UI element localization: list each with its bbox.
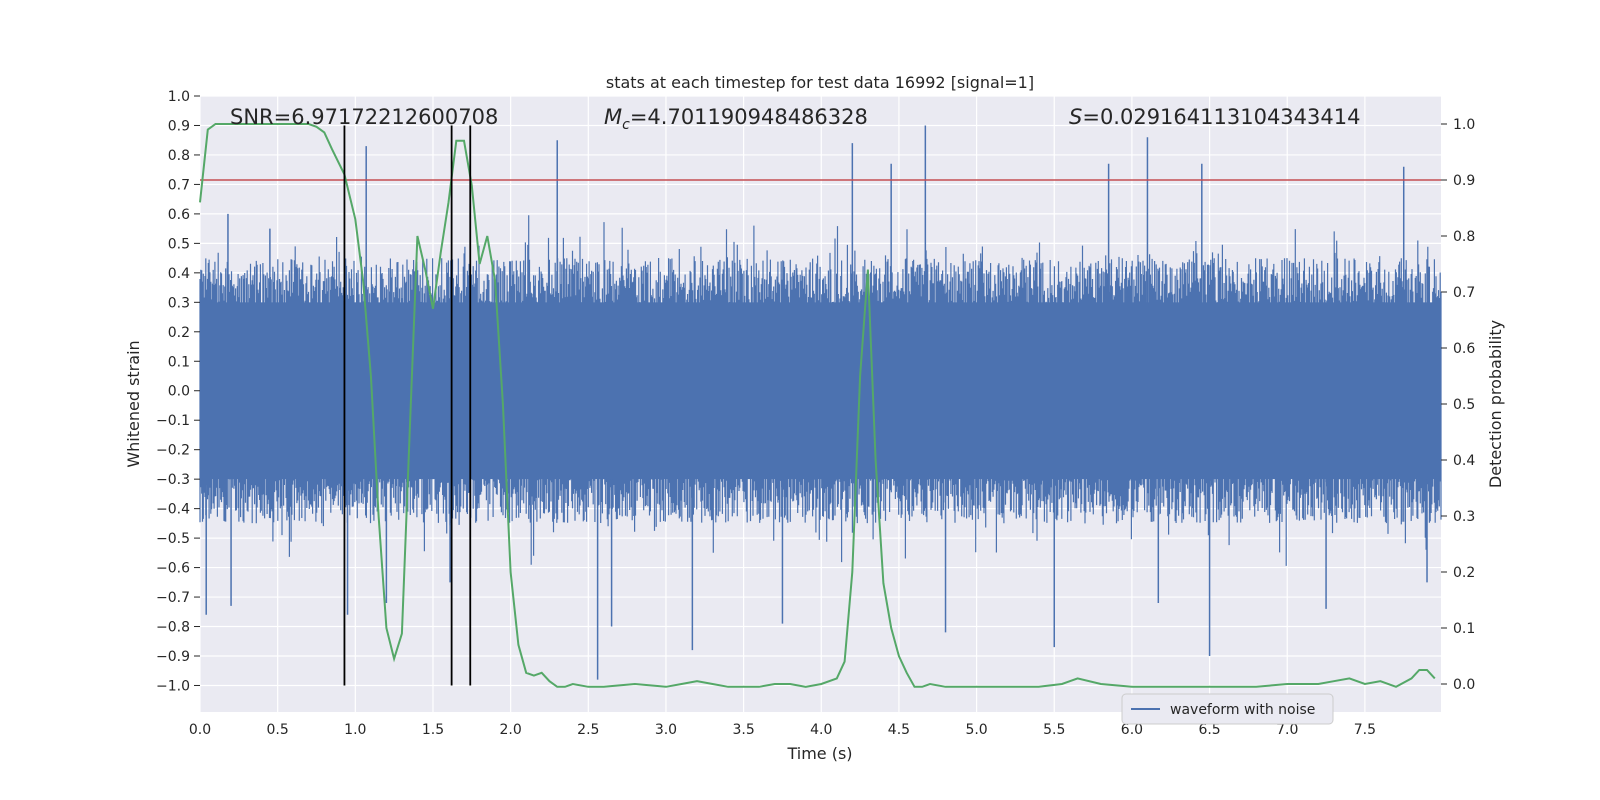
x-tick-label: 1.0 xyxy=(344,722,366,738)
chirp-mass-value: =4.701190948486328 xyxy=(630,105,868,129)
y-axis-left-ticks: 1.0 0.9 0.8 0.7 0.6 0.5 0.4 0.3 0.2 0.1 0.0 −0.1 −0.… xyxy=(156,89,200,694)
y-axis-left-title: Whitened strain xyxy=(124,340,143,467)
x-tick-label: 4.5 xyxy=(888,722,910,738)
legend-label-waveform: waveform with noise xyxy=(1170,702,1315,718)
x-tick-label: 7.0 xyxy=(1276,722,1298,738)
y-left-tick-label: −0.2 xyxy=(156,443,190,459)
x-tick-label: 4.0 xyxy=(810,722,832,738)
y-left-tick-label: 0.4 xyxy=(168,266,190,282)
x-tick-label: 5.5 xyxy=(1043,722,1065,738)
x-axis-title: Time (s) xyxy=(786,744,852,763)
snr-annotation: SNR=6.97172212600708 xyxy=(230,105,498,129)
y-left-tick-label: −0.6 xyxy=(156,561,190,577)
x-tick-label: 7.5 xyxy=(1354,722,1376,738)
x-tick-label: 6.0 xyxy=(1121,722,1143,738)
y-left-tick-label: 0.9 xyxy=(168,118,190,134)
y-left-tick-label: −0.8 xyxy=(156,620,190,636)
x-tick-label: 0.5 xyxy=(267,722,289,738)
s-annotation: S=0.029164113104343414 xyxy=(1069,105,1360,129)
x-axis-ticks: 0.0 0.5 1.0 1.5 2.0 2.5 3.0 3.5 4.0 4.5 5.0 5.5 6.0 6… xyxy=(189,722,1376,738)
y-left-tick-label: 0.1 xyxy=(168,354,190,370)
x-tick-label: 2.0 xyxy=(500,722,522,738)
y-right-tick-label: 0.0 xyxy=(1453,677,1475,693)
y-right-tick-label: 1.0 xyxy=(1453,117,1475,133)
x-tick-label: 3.0 xyxy=(655,722,677,738)
waveform-noise-band xyxy=(200,302,1441,480)
y-left-tick-label: −0.7 xyxy=(156,590,190,606)
y-left-tick-label: −0.1 xyxy=(156,413,190,429)
y-axis-right-title: Detection probability xyxy=(1486,320,1505,488)
y-axis-right-ticks: 1.0 0.9 0.8 0.7 0.6 0.5 0.4 0.3 0.2 0.1 0.0 xyxy=(1441,117,1475,693)
x-tick-label: 2.5 xyxy=(577,722,599,738)
y-right-tick-label: 0.2 xyxy=(1453,565,1475,581)
y-right-tick-label: 0.1 xyxy=(1453,621,1475,637)
chirp-mass-subscript: c xyxy=(622,117,630,133)
y-right-tick-label: 0.9 xyxy=(1453,173,1475,189)
y-left-tick-label: −0.9 xyxy=(156,649,190,665)
y-right-tick-label: 0.6 xyxy=(1453,341,1475,357)
x-tick-label: 6.5 xyxy=(1198,722,1220,738)
marker-lines xyxy=(343,125,472,686)
y-left-tick-label: 0.2 xyxy=(168,325,190,341)
waveform-series xyxy=(199,125,1442,680)
y-right-tick-label: 0.3 xyxy=(1453,509,1475,525)
chart-title: stats at each timestep for test data 169… xyxy=(606,73,1034,92)
legend-box xyxy=(1121,693,1334,725)
legend: waveform with noise xyxy=(1121,693,1334,725)
y-left-tick-label: −1.0 xyxy=(156,678,190,694)
y-left-tick-label: 0.3 xyxy=(168,295,190,311)
y-right-tick-label: 0.4 xyxy=(1453,453,1475,469)
y-left-tick-label: 0.6 xyxy=(168,207,190,223)
x-tick-label: 0.0 xyxy=(189,722,211,738)
y-right-tick-label: 0.8 xyxy=(1453,229,1475,245)
probability-series xyxy=(199,123,1436,688)
y-left-tick-label: −0.4 xyxy=(156,502,190,518)
detection-probability-line xyxy=(199,123,1436,688)
s-value: =0.029164113104343414 xyxy=(1082,105,1360,129)
x-tick-label: 1.5 xyxy=(422,722,444,738)
y-left-tick-label: 0.7 xyxy=(168,177,190,193)
chirp-mass-symbol: M xyxy=(604,105,622,129)
y-right-tick-label: 0.5 xyxy=(1453,397,1475,413)
x-tick-label: 5.0 xyxy=(965,722,987,738)
y-left-tick-label: 0.0 xyxy=(168,384,190,400)
y-left-tick-label: −0.3 xyxy=(156,472,190,488)
x-tick-label: 3.5 xyxy=(732,722,754,738)
y-right-tick-label: 0.7 xyxy=(1453,285,1475,301)
y-left-tick-label: 0.8 xyxy=(168,148,190,164)
y-left-tick-label: 1.0 xyxy=(168,89,190,105)
y-left-tick-label: −0.5 xyxy=(156,531,190,547)
s-symbol: S xyxy=(1069,105,1082,129)
chirp-mass-annotation: Mc=4.701190948486328 xyxy=(604,105,868,133)
y-left-tick-label: 0.5 xyxy=(168,236,190,252)
